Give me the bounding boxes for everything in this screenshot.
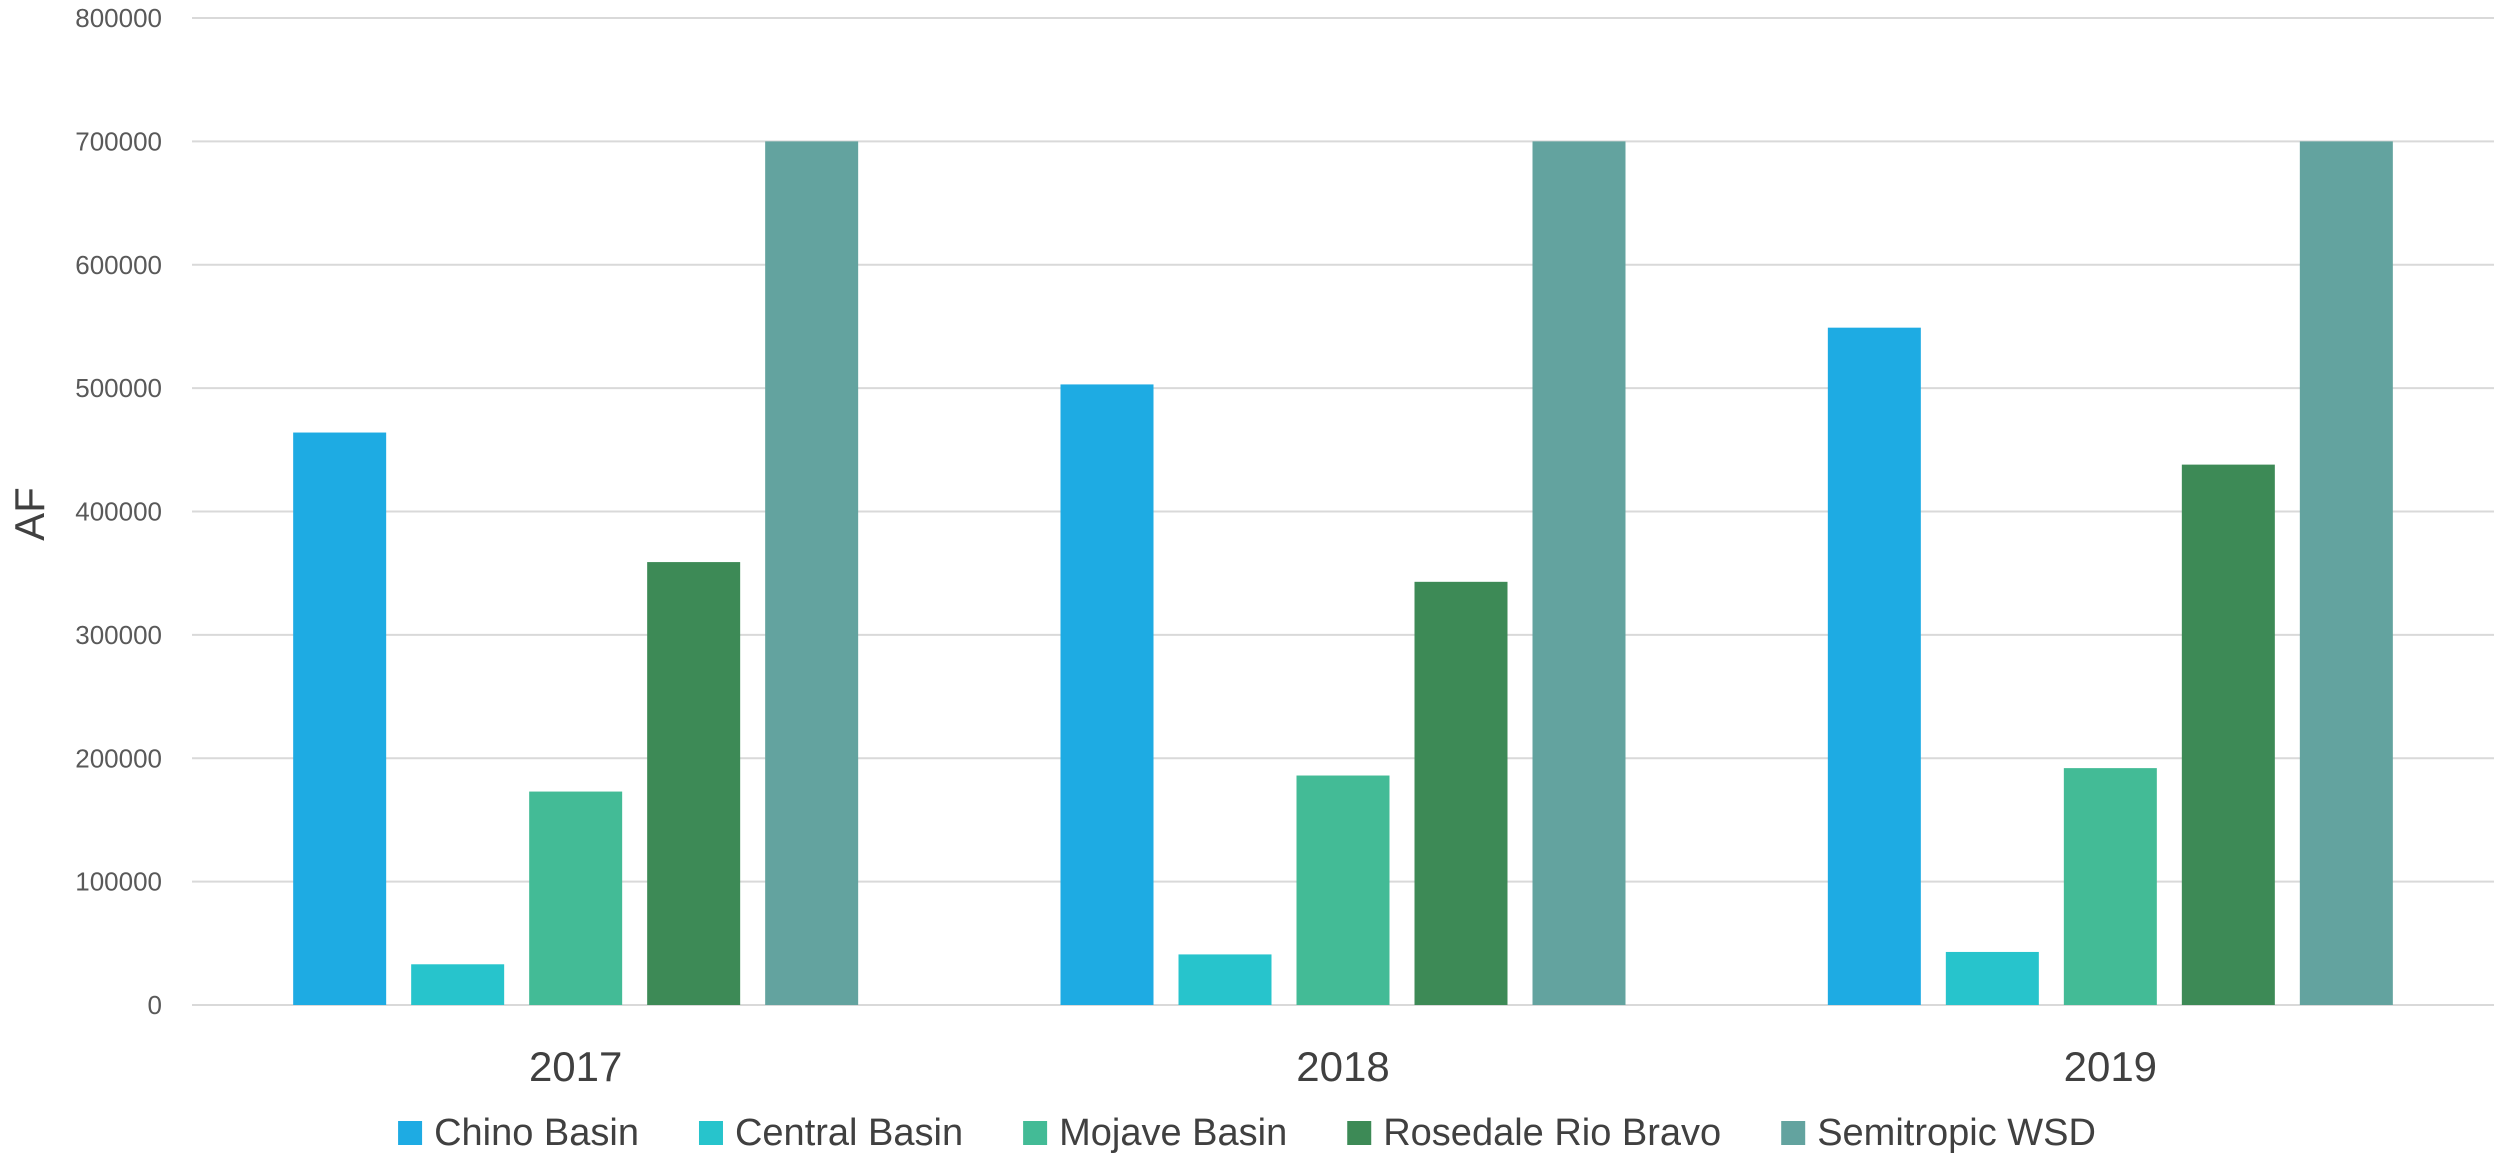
bars — [293, 141, 2393, 1006]
legend-swatch — [398, 1121, 423, 1145]
x-tick-label: 2017 — [529, 1043, 622, 1090]
legend-swatch — [1347, 1121, 1372, 1145]
legend-label: Chino Basin — [434, 1112, 639, 1154]
y-tick-label: 600000 — [75, 250, 162, 280]
legend-item: Semitropic WSD — [1781, 1112, 2096, 1154]
y-tick-label: 200000 — [75, 743, 162, 773]
legend-item: Mojave Basin — [1023, 1112, 1287, 1154]
x-axis-ticks: 2017 2018 2019 — [529, 1043, 2157, 1090]
bar-central-basin-2017 — [411, 964, 505, 1005]
bar-chino-basin-2018 — [1060, 384, 1154, 1006]
legend-item: Chino Basin — [398, 1112, 639, 1154]
bar-central-basin-2019 — [1945, 951, 2039, 1005]
legend-label: Mojave Basin — [1059, 1112, 1287, 1154]
bar-mojave-basin-2018 — [1296, 775, 1390, 1005]
y-tick-label: 700000 — [75, 126, 162, 156]
bar-mojave-basin-2017 — [529, 791, 623, 1005]
legend-label: Central Basin — [735, 1112, 963, 1154]
y-tick-label: 400000 — [75, 497, 162, 527]
bar-rosedale-rio-bravo-2017 — [647, 562, 741, 1005]
bar-rosedale-rio-bravo-2019 — [2181, 464, 2275, 1005]
y-axis-label: AF — [6, 487, 53, 541]
bar-semitropic-wsd-2017 — [765, 141, 859, 1005]
bar-rosedale-rio-bravo-2018 — [1414, 581, 1508, 1005]
legend-label: Rosedale Rio Bravo — [1383, 1112, 1721, 1154]
legend-swatch — [698, 1121, 723, 1145]
bar-chino-basin-2017 — [293, 432, 387, 1005]
y-tick-label: 500000 — [75, 373, 162, 403]
bar-mojave-basin-2019 — [2063, 768, 2157, 1005]
bar-semitropic-wsd-2018 — [1532, 141, 1626, 1005]
bar-central-basin-2018 — [1178, 954, 1272, 1005]
legend-swatch — [1781, 1121, 1806, 1145]
legend-label: Semitropic WSD — [1817, 1112, 2096, 1154]
x-tick-label: 2019 — [2064, 1043, 2157, 1090]
x-tick-label: 2018 — [1296, 1043, 1389, 1090]
legend-swatch — [1023, 1121, 1048, 1145]
bar-semitropic-wsd-2019 — [2299, 141, 2393, 1005]
y-tick-label: 300000 — [75, 620, 162, 650]
legend-item: Central Basin — [698, 1112, 963, 1154]
y-axis-ticks: 0 100000 200000 300000 400000 500000 600000 700… — [75, 3, 162, 1020]
legend-item: Rosedale Rio Bravo — [1347, 1112, 1721, 1154]
legend: Chino Basin Central Basin Mojave Basin Rose… — [398, 1112, 2096, 1154]
y-tick-label: 100000 — [75, 867, 162, 897]
bar-chino-basin-2019 — [1827, 327, 1921, 1005]
y-tick-label: 0 — [148, 990, 162, 1020]
y-tick-label: 800000 — [75, 3, 162, 33]
